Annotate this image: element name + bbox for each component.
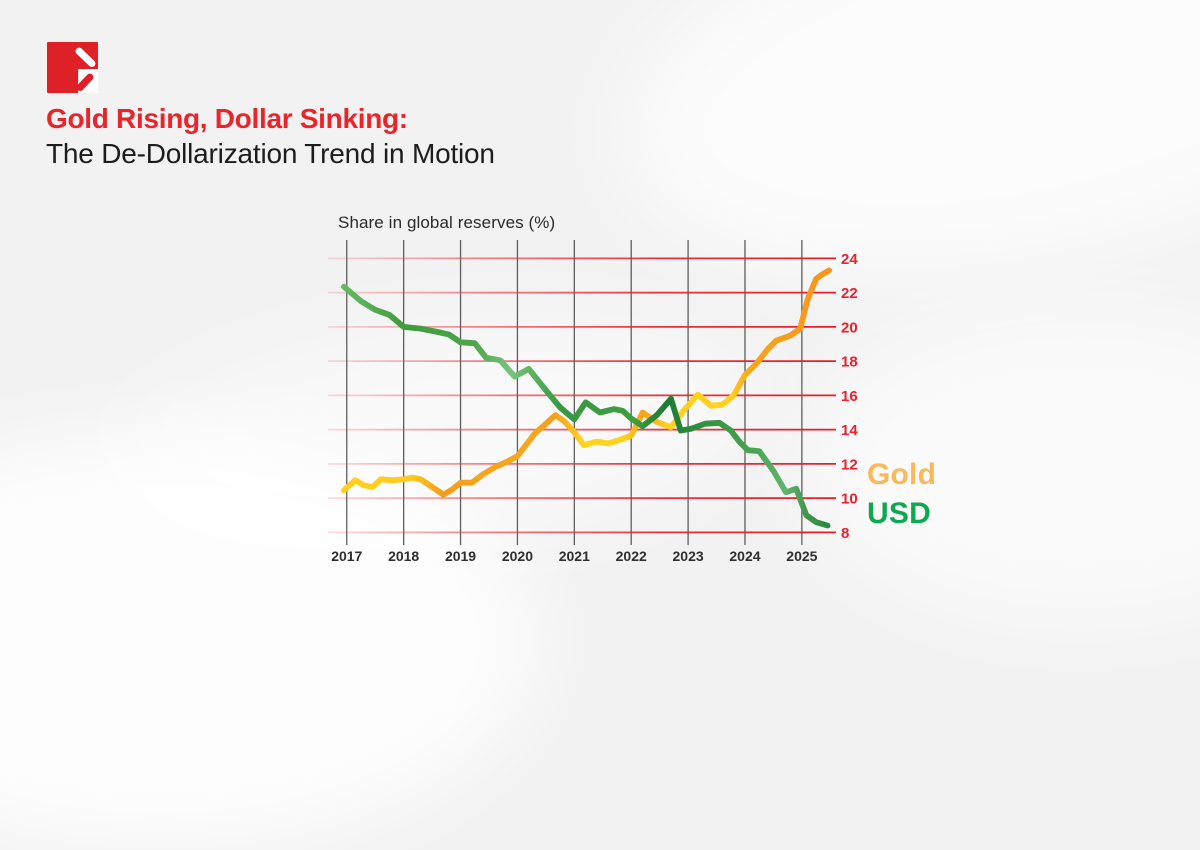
usd-line [340, 283, 831, 529]
line-chart: 2017 2018 2019 2020 2021 2022 2023 2024 20258101… [328, 240, 858, 564]
x-tick-label: 2022 [616, 548, 647, 564]
chart-legend: Gold USD [867, 460, 936, 538]
x-tick-label: 2024 [729, 548, 760, 564]
x-tick-label: 2017 [331, 548, 362, 564]
y-tick-label: 8 [841, 525, 849, 542]
x-tick-label: 2018 [388, 548, 419, 564]
x-tick-label: 2019 [445, 548, 476, 564]
page-title: Gold Rising, Dollar Sinking: [46, 103, 408, 134]
y-tick-label: 10 [841, 491, 858, 508]
y-tick-label: 22 [841, 285, 858, 302]
page-subtitle: The De-Dollarization Trend in Motion [46, 138, 495, 169]
y-tick-label: 12 [841, 456, 858, 473]
x-tick-label: 2021 [559, 548, 590, 564]
y-tick-label: 16 [841, 388, 858, 405]
y-tick-label: 14 [841, 422, 858, 439]
x-tick-label: 2020 [502, 548, 533, 564]
y-tick-label: 20 [841, 319, 858, 336]
y-tick-label: 18 [841, 354, 858, 371]
legend-gold-label: Gold [867, 458, 937, 491]
brand-logo-icon [47, 42, 98, 93]
chart-title: Share in global reserves (%) [338, 213, 556, 232]
gold-line [340, 267, 833, 498]
legend-usd-label: USD [867, 497, 931, 530]
x-tick-label: 2023 [673, 548, 704, 564]
x-tick-label: 2025 [786, 548, 817, 564]
y-tick-label: 24 [841, 251, 858, 268]
